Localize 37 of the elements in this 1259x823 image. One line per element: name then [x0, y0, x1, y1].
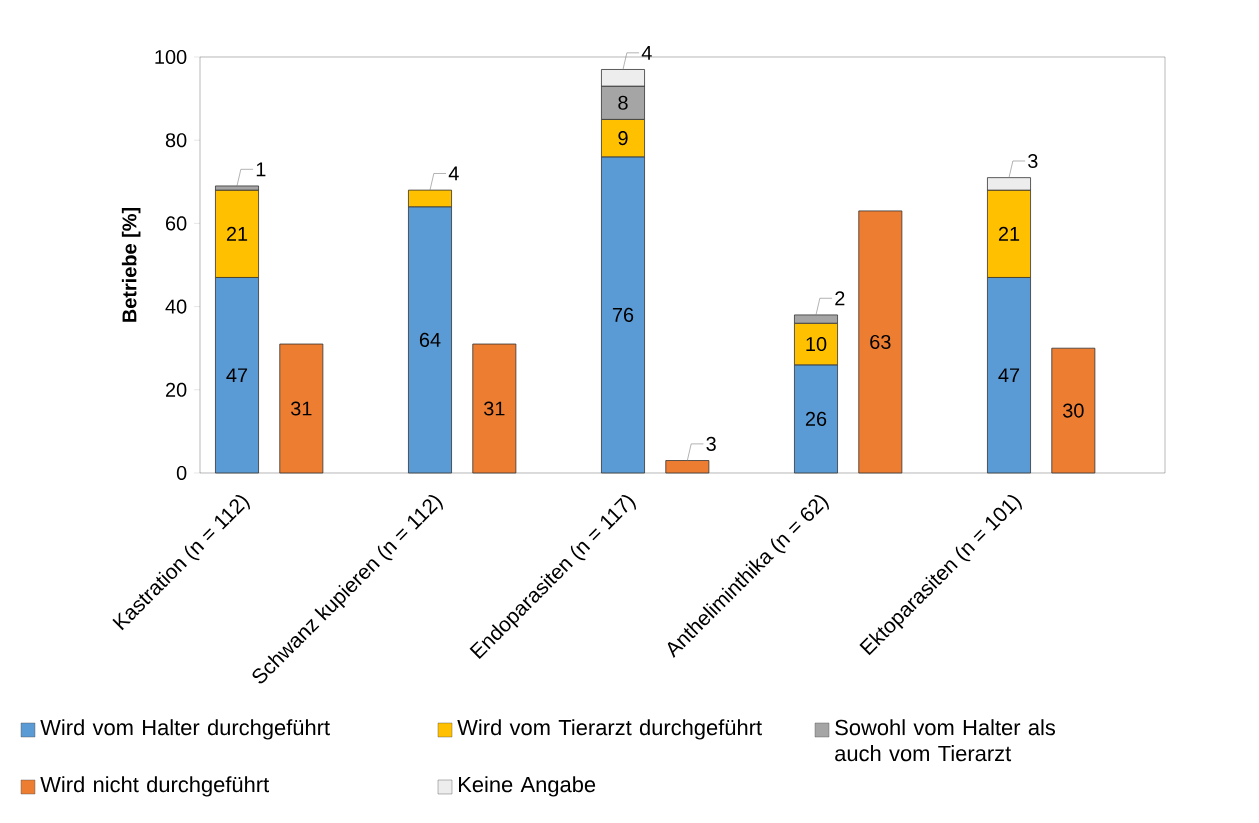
- data-label: 10: [806, 336, 827, 352]
- data-label: 63: [870, 334, 891, 349]
- y-tick-label: 100: [155, 49, 187, 65]
- legend-label: Wird vom Tierarzt durchgeführt: [457, 719, 762, 740]
- data-label: 76: [612, 307, 634, 322]
- data-label: 3: [1028, 153, 1038, 169]
- data-label: 47: [226, 368, 248, 383]
- data-label: 1: [256, 162, 266, 177]
- legend-label: Wird vom Halter durchgeführt: [40, 719, 330, 740]
- data-label: 21: [998, 226, 1020, 241]
- data-label: 8: [618, 95, 628, 110]
- y-tick-label: 0: [176, 465, 187, 481]
- data-label: 2: [835, 291, 845, 306]
- data-label: 4: [641, 45, 652, 60]
- legend-label: Sowohl vom Halter als auch vom Tierarzt: [835, 719, 1056, 762]
- data-label: 9: [618, 131, 628, 146]
- legend-label: Wird nicht durchgeführt: [40, 776, 270, 797]
- y-tick-label: 40: [165, 299, 187, 314]
- data-label: 26: [805, 411, 827, 426]
- y-tick-label: 20: [166, 382, 187, 397]
- bar: [279, 343, 324, 474]
- data-label: 3: [706, 436, 716, 451]
- bar: [472, 343, 517, 474]
- data-label: 31: [291, 401, 312, 416]
- data-label: 21: [226, 226, 248, 241]
- y-tick-label: 60: [166, 216, 187, 231]
- y-tick-label: 80: [165, 133, 187, 148]
- y-axis-title: Betriebe [%]: [121, 208, 141, 322]
- bar: [665, 460, 710, 474]
- bar: [858, 210, 903, 474]
- data-label: 30: [1063, 403, 1084, 418]
- data-label: 47: [998, 368, 1020, 383]
- data-label: 64: [419, 332, 441, 347]
- data-label: 4: [448, 166, 459, 181]
- data-label: 31: [484, 401, 505, 416]
- legend-label: Keine Angabe: [459, 776, 596, 797]
- bar: [1051, 347, 1096, 474]
